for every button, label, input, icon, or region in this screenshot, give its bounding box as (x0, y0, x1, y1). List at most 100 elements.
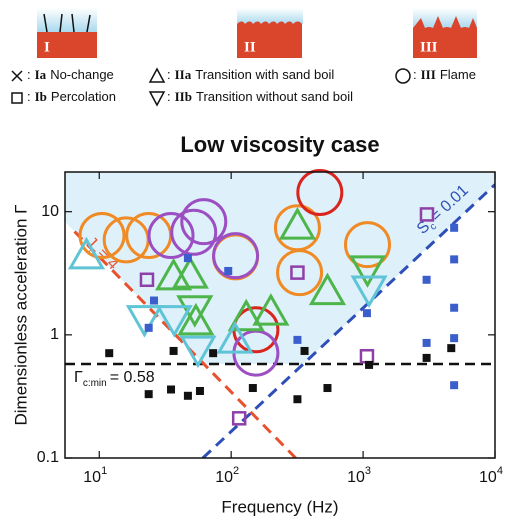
point-square (183, 254, 192, 263)
point-triangle (278, 207, 317, 240)
point-square (293, 335, 302, 344)
x-axis-label: Frequency (Hz) (221, 497, 338, 516)
point-triangle (252, 293, 290, 326)
point-triangle (216, 321, 254, 354)
point-square (450, 223, 459, 232)
point-triangle-down (125, 305, 164, 338)
point-circle (296, 169, 344, 217)
legend-item: : IIa Transition with sand boil (148, 67, 334, 83)
legend-item: : Ib Percolation (11, 89, 116, 104)
point-triangle (177, 302, 215, 336)
legend-part: : (27, 67, 31, 82)
point-square (300, 346, 309, 355)
point-square (450, 303, 459, 312)
y-tick-label: 0.1 (37, 449, 59, 466)
point-circle (212, 232, 260, 280)
annotation-part: c (428, 221, 439, 232)
legend-part: : (413, 67, 417, 82)
legend-part: : (167, 89, 171, 104)
point-square (209, 349, 218, 358)
point-circle (78, 212, 126, 260)
point-square (167, 385, 176, 394)
point-triangle (171, 256, 209, 289)
point-square (422, 353, 431, 362)
point-triangle-down (350, 275, 388, 309)
legend-symbol (148, 67, 166, 83)
point-circle (147, 212, 195, 260)
tick-exp: 1 (101, 465, 107, 477)
tick-exp: 3 (365, 465, 371, 477)
x-tick-label: 103 (347, 465, 371, 486)
point-square (144, 323, 153, 332)
tick-base: 10 (215, 469, 233, 486)
legend-part: IIa (175, 67, 192, 82)
legend-symbol (11, 70, 23, 82)
point-square (293, 395, 302, 404)
annotation-part: c:min (83, 378, 107, 389)
legend-symbol (148, 91, 166, 107)
point-square (362, 309, 371, 318)
y-tick-label: 1 (50, 326, 59, 343)
point-triangle (308, 272, 347, 306)
point-square (248, 384, 257, 393)
legend-item: : III Flame (395, 67, 476, 84)
legend-part: III (421, 67, 436, 82)
point-square (450, 334, 459, 343)
legend-symbol (11, 92, 23, 104)
y-tick-label: 10 (41, 203, 59, 220)
point-square (195, 386, 204, 395)
panel-2: II (237, 8, 303, 58)
point-circle (276, 249, 324, 297)
point-triangle (67, 236, 106, 270)
point-square (224, 266, 233, 275)
legend-text: : Ib Percolation (27, 89, 116, 104)
x-tick-label: 102 (215, 465, 239, 486)
annotation-part: Γ (74, 369, 83, 386)
point-square (450, 381, 459, 390)
shaded-region (65, 172, 495, 364)
legend-part: No-change (50, 67, 114, 82)
legend-part: Transition without sand boil (196, 89, 353, 104)
legend-part: : (167, 67, 171, 82)
panel-1: I (37, 8, 97, 58)
legend-symbol (395, 68, 411, 84)
point-square (450, 255, 459, 264)
legend-text: : III Flame (413, 67, 476, 82)
point-square (169, 346, 178, 355)
point-square (183, 391, 192, 400)
tick-exp: 4 (497, 465, 503, 477)
tick-exp: 2 (233, 465, 239, 477)
point-square-open (231, 411, 247, 426)
panel-3: III (413, 8, 477, 58)
legend-text: : IIa Transition with sand boil (167, 67, 334, 82)
point-square (149, 296, 158, 305)
legend-part: : (27, 89, 31, 104)
plot-frame (64, 171, 496, 459)
point-square-open (419, 207, 435, 222)
point-square (144, 390, 153, 399)
legend-part: Flame (440, 67, 476, 82)
legend-item: : IIb Transition without sand boil (148, 89, 353, 107)
x-tick-label: 104 (479, 465, 503, 486)
annotation: Γc:min = 0.58 (74, 369, 155, 388)
x-tick-label: 101 (83, 465, 107, 486)
reference-line (201, 183, 495, 458)
tick-base: 10 (83, 469, 101, 486)
y-axis-label: Dimensionless acceleration Γ (11, 204, 30, 425)
tick-base: 10 (347, 469, 365, 486)
legend-part: Ib (35, 89, 47, 104)
point-triangle (227, 298, 265, 332)
point-square (422, 275, 431, 284)
legend-part: IIb (175, 89, 192, 104)
tick-base: 10 (479, 469, 497, 486)
chart-title: Low viscosity case (180, 132, 379, 157)
point-square (323, 384, 332, 393)
panel-label: III (420, 39, 438, 55)
legend-part: Transition with sand boil (195, 67, 334, 82)
point-square (447, 344, 456, 353)
legend-part: Ia (35, 67, 47, 82)
point-triangle-down (179, 335, 217, 369)
point-square-open (290, 265, 305, 280)
point-square (105, 349, 114, 358)
